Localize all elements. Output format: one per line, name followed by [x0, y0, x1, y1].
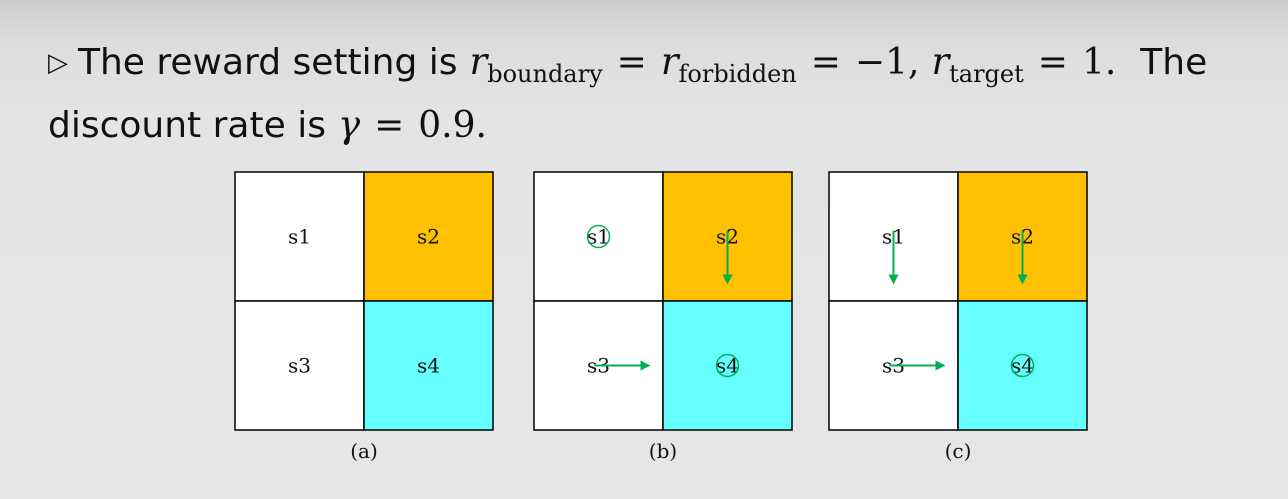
grid-cell-s2	[363, 171, 494, 302]
grid-cell-s4	[363, 300, 494, 431]
cell-label: s4	[417, 354, 440, 378]
cell-label: s1	[587, 225, 610, 249]
grid-cell-s3	[234, 300, 365, 431]
cell-label: s1	[288, 225, 311, 249]
grid-1: s1 s2 s3 s4 (a)	[234, 171, 494, 463]
value-neg-one: −1,	[854, 42, 920, 83]
grid-caption: (a)	[350, 439, 378, 463]
slide-text-line-2: discount rate is γ = 0.9.	[48, 103, 487, 146]
grid-cell-s4	[662, 300, 793, 431]
r-symbol: r	[469, 40, 488, 83]
sub-boundary: boundary	[487, 60, 603, 88]
gamma-symbol: γ	[337, 103, 361, 146]
equals-gamma: =	[374, 105, 405, 146]
value-one: 1.	[1081, 42, 1117, 83]
equals-3: =	[1037, 42, 1068, 83]
slide-text-line-1: ▷ The reward setting is r boundary = r f…	[48, 40, 1208, 88]
cell-label: s2	[417, 225, 440, 249]
grid-cell-s1	[234, 171, 365, 302]
equals-2: =	[810, 42, 841, 83]
the-text: The	[1140, 42, 1208, 83]
sub-target: target	[949, 60, 1024, 88]
cell-label: s4	[1011, 354, 1034, 378]
stay-circle-icon	[1010, 353, 1035, 378]
cell-label: s3	[288, 354, 311, 378]
gamma-value: 0.9.	[418, 105, 487, 146]
grid-caption: (c)	[945, 439, 972, 463]
discount-text: discount rate is	[48, 105, 326, 146]
grid-caption: (b)	[649, 439, 677, 463]
bullet-triangle-icon: ▷	[48, 48, 68, 78]
r-symbol: r	[660, 40, 679, 83]
stay-circle-icon	[586, 224, 611, 249]
reward-text: The reward setting is	[78, 42, 458, 83]
grid-cell-s4	[957, 300, 1088, 431]
stay-circle-icon	[715, 353, 740, 378]
equals-1: =	[616, 42, 647, 83]
r-symbol: r	[931, 40, 950, 83]
cell-label: s4	[716, 354, 739, 378]
sub-forbidden: forbidden	[678, 60, 797, 88]
